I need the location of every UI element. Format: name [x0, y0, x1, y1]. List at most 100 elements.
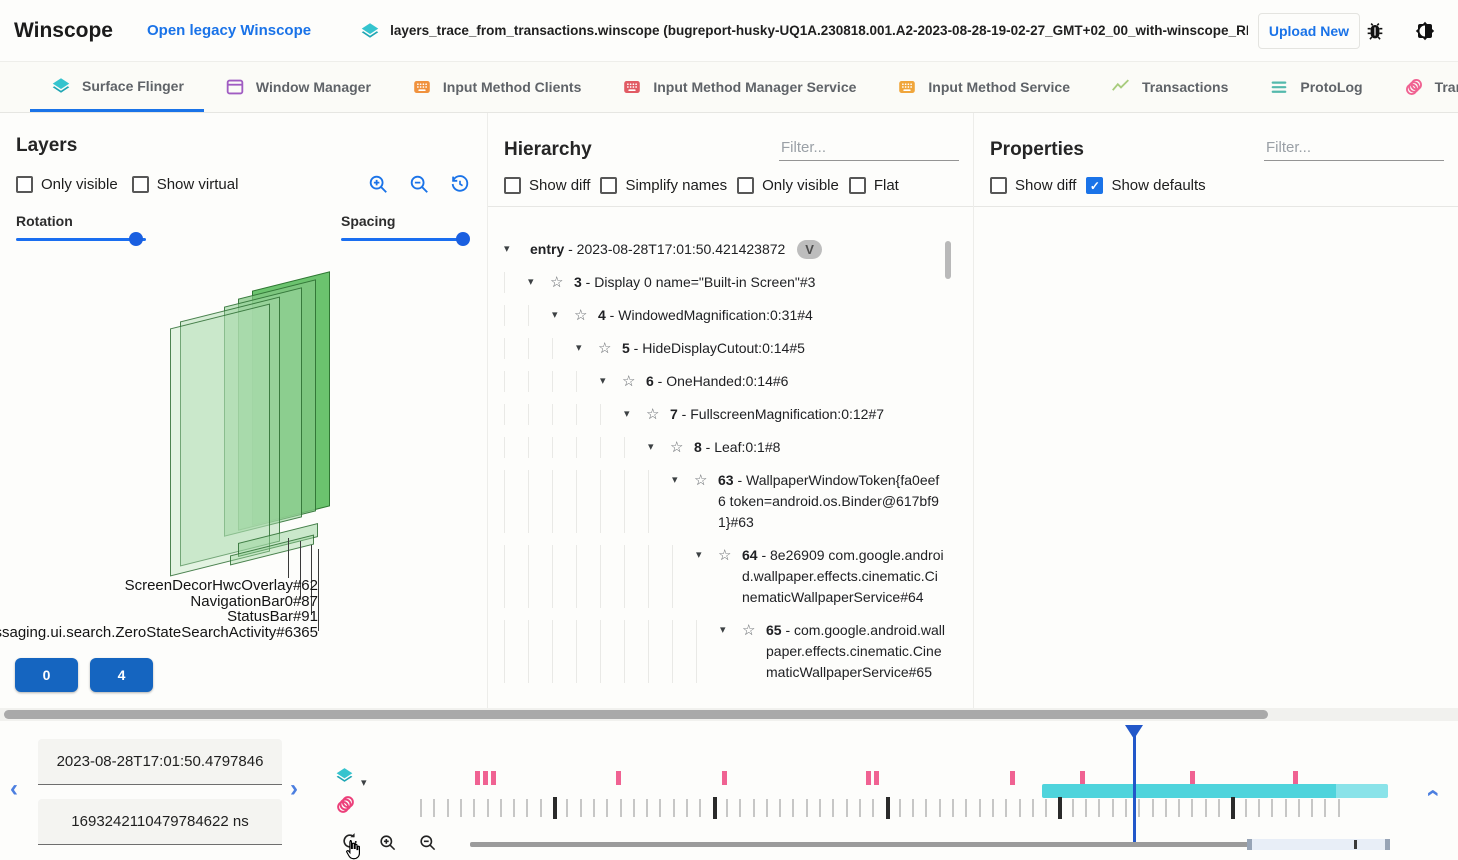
transition-marker[interactable]: [475, 771, 480, 785]
reset-view-history-icon[interactable]: [449, 173, 471, 195]
transition-marker[interactable]: [491, 771, 496, 785]
tree-node-6[interactable]: ▾ ☆ 6 - OneHanded:0:14#6: [504, 365, 973, 398]
tab-input-method-manager-service[interactable]: Input Method Manager Service: [601, 62, 876, 112]
human-time-field[interactable]: [38, 739, 282, 785]
checkbox-box[interactable]: [848, 177, 866, 194]
expand-chevron-icon[interactable]: ▾: [696, 549, 702, 561]
surface-flinger-trace-icon[interactable]: [334, 765, 355, 786]
transition-marker[interactable]: [1010, 771, 1015, 785]
flat-checkbox[interactable]: Flat: [848, 177, 899, 194]
tab-transitions[interactable]: Transitions: [1383, 62, 1458, 112]
display-button-4[interactable]: 4: [90, 658, 153, 692]
star-icon[interactable]: ☆: [670, 439, 684, 456]
legacy-winscope-link[interactable]: Open legacy Winscope: [147, 22, 312, 39]
only-visible-checkbox[interactable]: Only visible: [16, 175, 118, 193]
hierarchy-scrollbar[interactable]: [945, 241, 951, 279]
tree-node-entry[interactable]: ▾ entry - 2023-08-28T17:01:50.421423872 V: [504, 233, 973, 266]
transition-marker[interactable]: [866, 771, 871, 785]
expand-chevron-icon[interactable]: ▾: [576, 342, 582, 354]
show-virtual-checkbox[interactable]: Show virtual: [131, 175, 238, 193]
spacing-slider-thumb[interactable]: [456, 232, 471, 246]
horizontal-scrollbar[interactable]: [0, 708, 1458, 721]
zoom-out-icon[interactable]: [408, 173, 430, 195]
rotation-slider[interactable]: [16, 232, 146, 246]
hierarchy-only-visible-checkbox[interactable]: Only visible: [737, 177, 839, 194]
spacing-slider[interactable]: [341, 232, 471, 246]
timeline-range-selection[interactable]: [1247, 839, 1390, 850]
next-entry-chevron[interactable]: ›: [290, 775, 298, 802]
report-bug-icon[interactable]: [1362, 18, 1388, 44]
transition-marker[interactable]: [874, 771, 879, 785]
tab-transactions[interactable]: Transactions: [1090, 62, 1248, 112]
star-icon[interactable]: ☆: [598, 340, 612, 357]
previous-entry-chevron[interactable]: ‹: [10, 775, 18, 802]
dark-mode-toggle-icon[interactable]: [1412, 18, 1438, 44]
checkbox-box[interactable]: [600, 177, 618, 194]
star-icon[interactable]: ☆: [646, 406, 660, 423]
tree-node-8[interactable]: ▾ ☆ 8 - Leaf:0:1#8: [504, 431, 973, 464]
timeline-range-track[interactable]: [470, 842, 1250, 847]
expand-chevron-icon[interactable]: ▾: [528, 276, 534, 288]
tree-node-7[interactable]: ▾ ☆ 7 - FullscreenMagnification:0:12#7: [504, 398, 973, 431]
transition-marker[interactable]: [722, 771, 727, 785]
expand-chevron-icon[interactable]: ▾: [624, 408, 630, 420]
tree-node-63[interactable]: ▾ ☆ 63 - WallpaperWindowToken{fa0eef6 toke…: [504, 464, 973, 539]
properties-filter-input[interactable]: [1264, 135, 1444, 161]
transition-marker[interactable]: [483, 771, 488, 785]
upload-new-button[interactable]: Upload New: [1257, 12, 1360, 49]
checkbox-box-checked[interactable]: ✓: [1086, 177, 1104, 194]
transition-marker[interactable]: [616, 771, 621, 785]
transition-marker[interactable]: [1190, 771, 1195, 785]
show-diff-checkbox[interactable]: Show diff: [504, 177, 590, 194]
human-time-input[interactable]: [38, 753, 282, 770]
show-defaults-checkbox[interactable]: ✓ Show defaults: [1086, 177, 1206, 194]
expand-timeline-chevron[interactable]: ›: [1418, 789, 1445, 797]
range-handle-right[interactable]: [1385, 839, 1390, 850]
timeline-cursor-line[interactable]: [1133, 726, 1136, 846]
properties-show-diff-checkbox[interactable]: Show diff: [990, 177, 1076, 194]
nanosecond-time-field[interactable]: [38, 799, 282, 845]
tree-node-4[interactable]: ▾ ☆ 4 - WindowedMagnification:0:31#4: [504, 299, 973, 332]
display-button-0[interactable]: 0: [15, 658, 78, 692]
trace-selector-caret-icon[interactable]: ▾: [361, 777, 367, 789]
checkbox-box[interactable]: [16, 175, 33, 193]
star-icon[interactable]: ☆: [694, 472, 708, 489]
tree-node-5[interactable]: ▾ ☆ 5 - HideDisplayCutout:0:14#5: [504, 332, 973, 365]
checkbox-box[interactable]: [737, 177, 755, 194]
zoom-in-icon[interactable]: [367, 173, 389, 195]
checkbox-box[interactable]: [504, 177, 521, 194]
timeline-zoom-out-icon[interactable]: [418, 833, 437, 852]
tree-node-65[interactable]: ▾ ☆ 65 - com.google.android.wallpaper.effe…: [504, 614, 973, 689]
layers-3d-view[interactable]: [0, 271, 487, 708]
expand-chevron-icon[interactable]: ▾: [648, 441, 654, 453]
star-icon[interactable]: ☆: [718, 547, 732, 564]
rotation-slider-thumb[interactable]: [128, 232, 143, 246]
transition-marker[interactable]: [1080, 771, 1085, 785]
layer-sheet[interactable]: [170, 303, 270, 577]
nanosecond-time-input[interactable]: [38, 813, 282, 830]
tab-input-method-clients[interactable]: Input Method Clients: [391, 62, 601, 112]
timeline-canvas[interactable]: [420, 721, 1400, 860]
expand-chevron-icon[interactable]: ▾: [600, 375, 606, 387]
tab-protolog[interactable]: ProtoLog: [1248, 62, 1382, 112]
star-icon[interactable]: ☆: [574, 307, 588, 324]
tree-node-3[interactable]: ▾ ☆ 3 - Display 0 name="Built-in Screen"#3: [504, 266, 973, 299]
tab-surface-flinger[interactable]: Surface Flinger: [30, 62, 204, 112]
timeline-zoom-in-icon[interactable]: [378, 833, 397, 852]
surface-flinger-coverage-bar[interactable]: [1042, 784, 1388, 798]
tab-input-method-service[interactable]: Input Method Service: [876, 62, 1090, 112]
expand-chevron-icon[interactable]: ▾: [504, 243, 510, 255]
checkbox-box[interactable]: [131, 175, 149, 193]
range-handle-left[interactable]: [1247, 839, 1252, 850]
expand-chevron-icon[interactable]: ▾: [672, 474, 678, 486]
checkbox-box[interactable]: [990, 177, 1007, 194]
expand-chevron-icon[interactable]: ▾: [552, 309, 558, 321]
tab-window-manager[interactable]: Window Manager: [204, 62, 391, 112]
simplify-names-checkbox[interactable]: Simplify names: [600, 177, 727, 194]
star-icon[interactable]: ☆: [550, 274, 564, 291]
horizontal-scrollbar-thumb[interactable]: [4, 710, 1268, 719]
tree-node-64[interactable]: ▾ ☆ 64 - 8e26909 com.google.android.wallpa…: [504, 539, 973, 614]
expand-chevron-icon[interactable]: ▾: [720, 624, 726, 636]
transition-marker[interactable]: [1293, 771, 1298, 785]
hierarchy-filter-input[interactable]: [779, 135, 959, 161]
